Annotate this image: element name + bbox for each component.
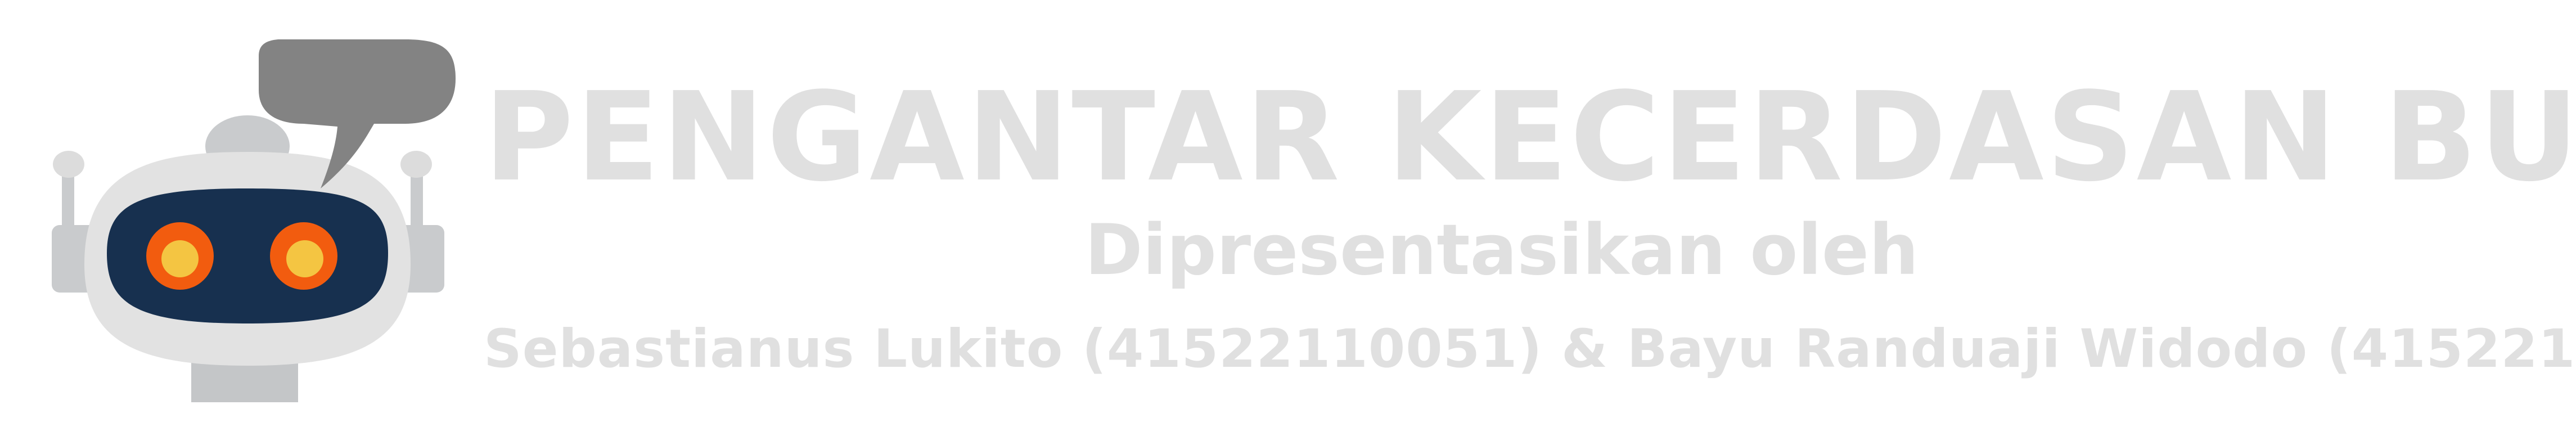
presented-by-label: Dipresentasikan oleh <box>1084 210 1919 291</box>
robot-visor <box>107 188 388 323</box>
authors-line: Sebastianus Lukito (41522110051) & Bayu … <box>484 318 2576 380</box>
page-title: PENGANTAR KECERDASAN BUATAN <box>484 66 2576 209</box>
banner-text: PENGANTAR KECERDASAN BUATAN Dipresentasi… <box>484 66 2576 386</box>
speech-bubble-icon <box>259 39 456 188</box>
robot-logo-icon <box>52 39 456 402</box>
